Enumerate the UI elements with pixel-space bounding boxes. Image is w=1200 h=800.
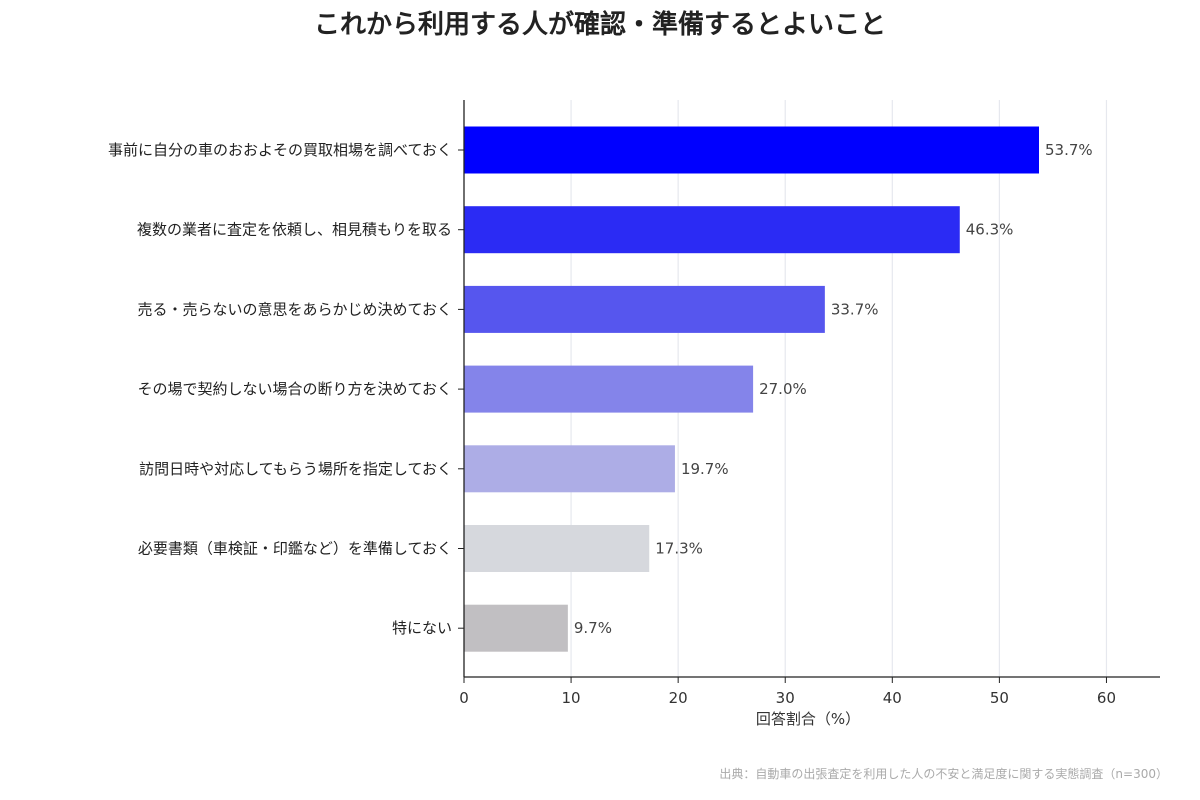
grid-lines <box>570 100 1108 677</box>
category-label: 売る・売らないの意思をあらかじめ決めておく <box>137 300 452 318</box>
chart-title: これから利用する人が確認・準備するとよいこと <box>314 9 886 40</box>
bars-group: 事前に自分の車のおおよその買取相場を調べておく 53.7% 複数の業者に査定を依頼し… <box>108 126 1093 652</box>
source-note: 出典：自動車の出張査定を利用した人の不安と満足度に関する実態調査（n=300） <box>719 766 1168 781</box>
bar <box>464 365 754 413</box>
value-label: 19.7% <box>681 460 729 478</box>
x-tick-label: 20 <box>669 689 688 707</box>
x-tick-label: 40 <box>883 689 902 707</box>
category-label: 特にない <box>392 619 452 637</box>
value-label: 53.7% <box>1045 141 1093 159</box>
category-label: 必要書類（車検証・印鑑など）を準備しておく <box>138 540 452 558</box>
bar <box>464 445 675 493</box>
value-label: 9.7% <box>574 619 612 637</box>
category-label: 訪問日時や対応してもらう場所を指定しておく <box>139 460 452 478</box>
value-label: 27.0% <box>759 380 807 398</box>
value-label: 46.3% <box>966 221 1014 239</box>
x-tick-label: 60 <box>1097 689 1116 707</box>
x-tick-label: 50 <box>990 689 1009 707</box>
value-label: 33.7% <box>831 300 879 318</box>
bar <box>464 285 825 333</box>
axes-group: 0 10 20 30 40 50 60 <box>458 100 1160 707</box>
bar <box>464 525 650 572</box>
category-label: その場で契約しない場合の断り方を決めておく <box>137 380 452 398</box>
x-tick-label: 10 <box>562 689 581 707</box>
bar <box>464 126 1040 174</box>
category-label: 事前に自分の車のおおよその買取相場を調べておく <box>108 141 452 159</box>
category-label: 複数の業者に査定を依頼し、相見積もりを取る <box>137 221 452 239</box>
x-axis-label: 回答割合（%） <box>756 710 860 728</box>
bar <box>464 206 960 254</box>
x-tick-label: 0 <box>459 689 469 707</box>
value-label: 17.3% <box>655 540 703 558</box>
bar <box>464 604 568 652</box>
x-tick-label: 30 <box>776 689 795 707</box>
